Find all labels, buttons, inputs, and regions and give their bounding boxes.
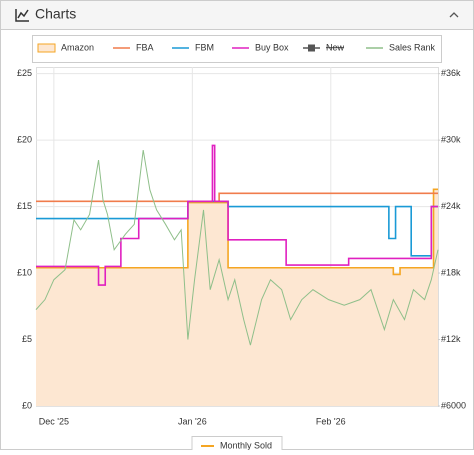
y-tick-label: £0 <box>22 400 32 410</box>
chart-icon <box>15 9 29 22</box>
y-tick-label: £15 <box>17 201 32 211</box>
extra-legend-label[interactable]: Monthly Sold <box>220 440 272 450</box>
legend-box <box>32 35 442 63</box>
y-tick-label: £20 <box>17 134 32 144</box>
y2-tick-label: #30k <box>441 134 461 144</box>
legend-label[interactable]: Buy Box <box>255 42 289 52</box>
x-tick-label: Feb '26 <box>316 416 346 426</box>
legend-label[interactable]: Sales Rank <box>389 42 436 52</box>
y-tick-label: £25 <box>17 68 32 78</box>
y2-tick-label: #12k <box>441 334 461 344</box>
series-line <box>35 150 439 346</box>
legend-label[interactable]: New <box>326 42 345 52</box>
series-area <box>36 189 438 406</box>
collapse-caret[interactable] <box>449 12 459 18</box>
y2-tick-label: #24k <box>441 201 461 211</box>
y-tick-label: £5 <box>22 334 32 344</box>
x-tick-label: Dec '25 <box>39 416 69 426</box>
legend-swatch <box>37 43 56 53</box>
series-line <box>36 144 438 286</box>
panel-title: Charts <box>35 6 76 22</box>
legend-label[interactable]: Amazon <box>61 42 94 52</box>
legend-label[interactable]: FBM <box>195 42 214 52</box>
y2-tick-label: #18k <box>441 267 461 277</box>
x-tick-label: Jan '26 <box>178 416 207 426</box>
y2-tick-label: #36k <box>441 68 461 78</box>
y2-tick-label: #6000 <box>441 400 466 410</box>
panel-header[interactable] <box>0 0 474 30</box>
series-line <box>36 192 438 203</box>
legend-marker <box>308 44 315 52</box>
legend-label[interactable]: FBA <box>136 42 154 52</box>
y-tick-label: £10 <box>17 267 32 277</box>
